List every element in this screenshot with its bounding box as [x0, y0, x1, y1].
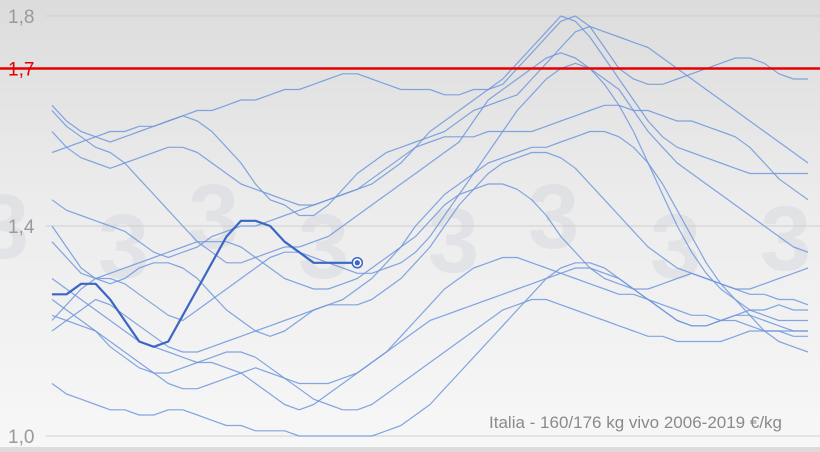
historical-series-line — [51, 183, 809, 306]
watermark-glyph: 3 — [650, 196, 701, 298]
historical-series-line — [51, 15, 808, 206]
historical-series-line — [51, 256, 808, 390]
y-tick-label: 1,4 — [8, 217, 35, 238]
watermark-glyph: 3 — [0, 176, 29, 278]
current-series-line — [52, 219, 358, 348]
historical-series-line — [51, 298, 808, 411]
watermark-glyph: 3 — [98, 196, 149, 298]
historical-series-line — [51, 25, 809, 217]
historical-series-line — [51, 52, 809, 264]
watermark-glyph: 3 — [760, 188, 811, 290]
historical-series-line — [51, 151, 809, 337]
historical-series-line — [51, 262, 808, 437]
watermark-glyph: 3 — [188, 166, 239, 268]
y-tick-label: 1,8 — [8, 7, 34, 28]
current-endpoint-dot — [354, 260, 360, 266]
historical-series-layer — [51, 15, 809, 437]
reference-line-layer: 1,7 — [0, 60, 820, 81]
chart-caption: Italia - 160/176 kg vivo 2006-2019 €/kg — [489, 413, 782, 432]
current-series-layer — [52, 219, 364, 348]
historical-series-line — [51, 104, 809, 259]
watermark-glyph: 3 — [428, 190, 479, 292]
label-layer: Italia - 160/176 kg vivo 2006-2019 €/kg — [489, 413, 782, 432]
watermark-glyph: 3 — [528, 166, 579, 268]
reference-line-label: 1,7 — [8, 60, 34, 81]
grid-layer: 1,0 1,4 1,8 — [8, 7, 820, 448]
watermark-glyph: 3 — [298, 196, 349, 298]
historical-series-line — [51, 130, 809, 353]
historical-series-line — [51, 62, 808, 322]
y-tick-label: 1,0 — [8, 427, 34, 447]
